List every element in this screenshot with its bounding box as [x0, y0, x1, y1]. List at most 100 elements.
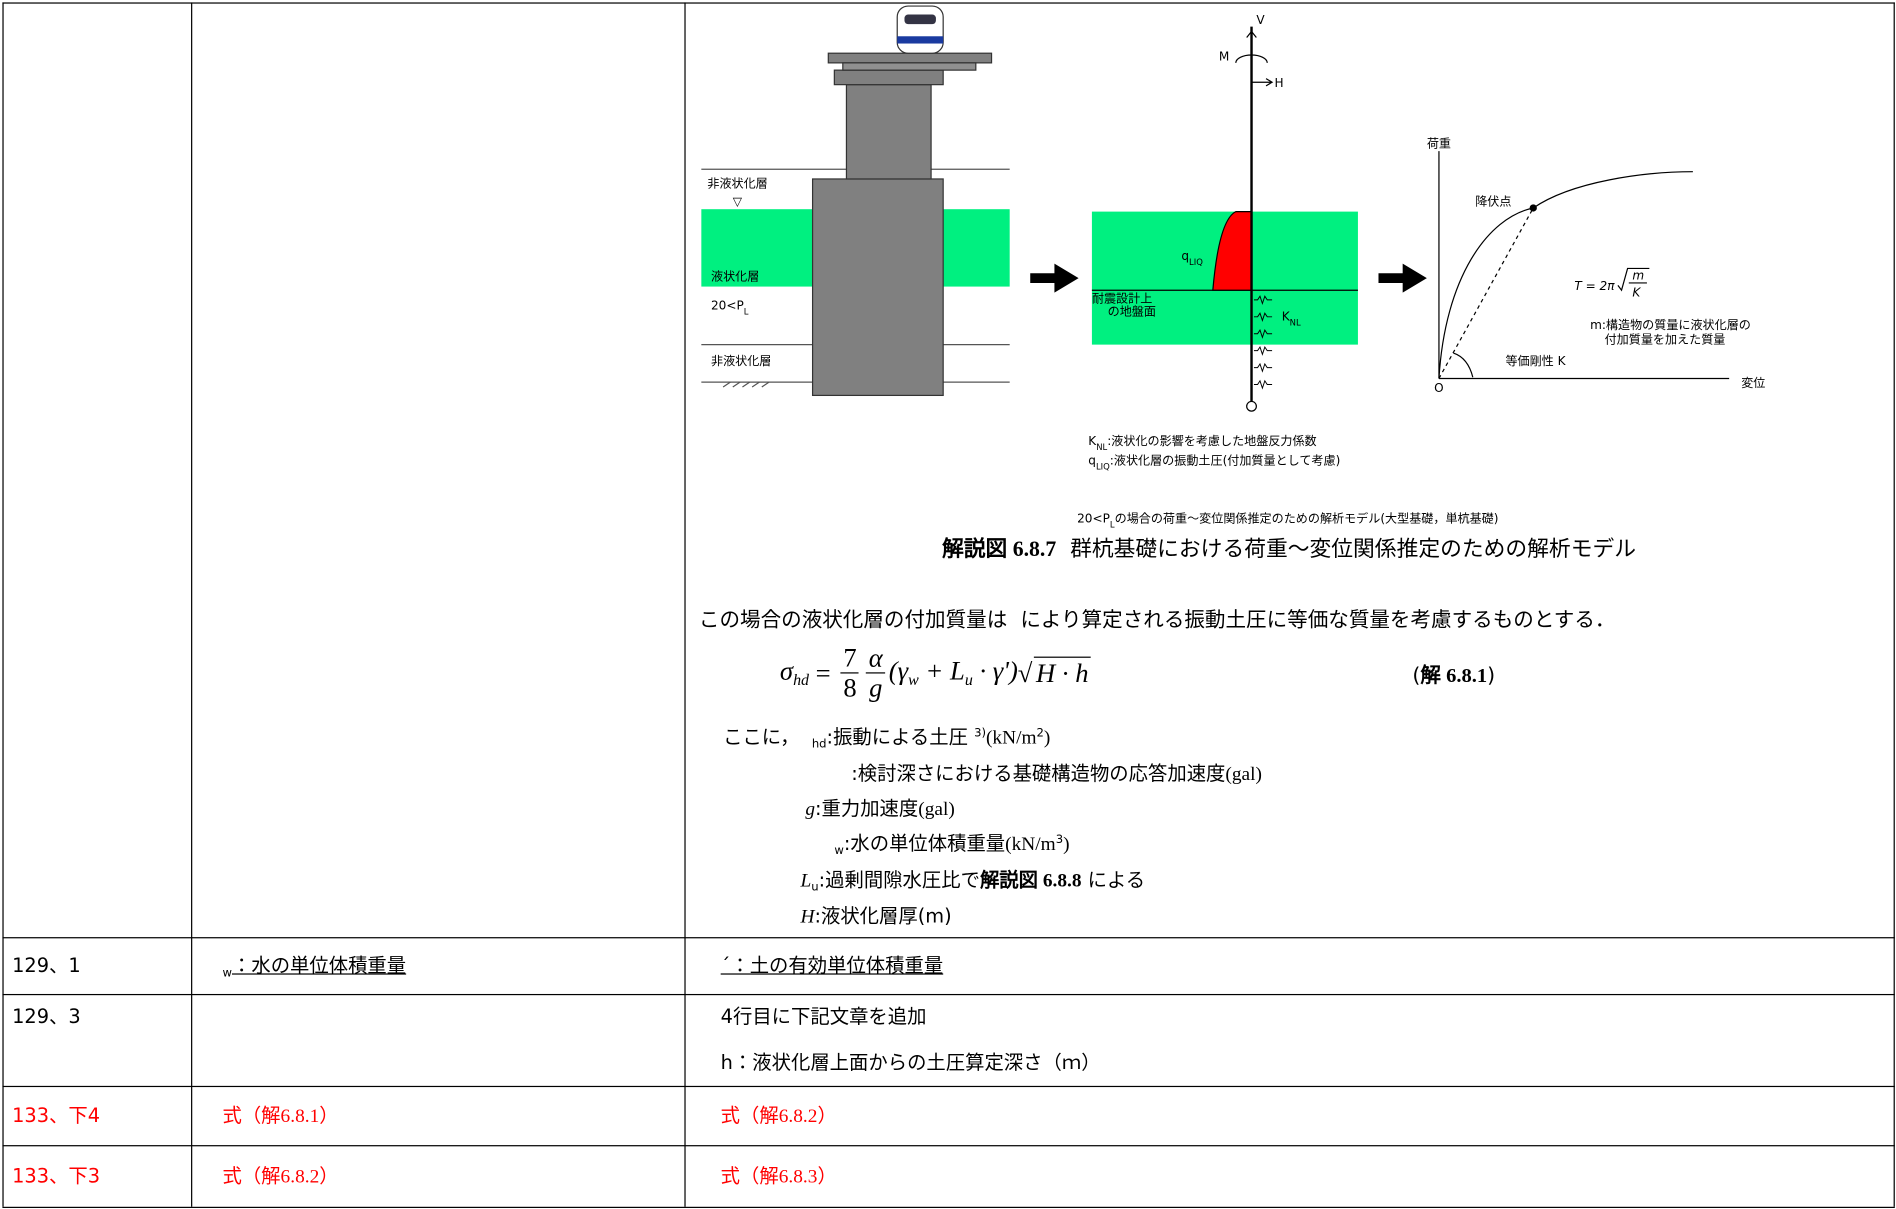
earth-pressure: [1212, 211, 1253, 291]
original-cell: 式（解6.8.1）: [222, 1093, 338, 1139]
deck: [842, 62, 977, 71]
location: 133、下4: [12, 1103, 101, 1127]
text-run: · γ'): [972, 655, 1018, 686]
spring: [1253, 362, 1273, 373]
text-run: 式（解: [222, 1103, 281, 1127]
border: [191, 2, 193, 1207]
figure-label: 非液状化層: [711, 354, 771, 368]
border: [2, 2, 1895, 4]
text-line: 式（解6.8.1）: [222, 1093, 338, 1139]
subscript: hd: [793, 670, 810, 689]
text-run: :液状化層の振動土圧(付加質量として考慮): [1110, 452, 1341, 467]
spring: [1253, 329, 1273, 339]
pier-cap: [833, 69, 944, 86]
location-cell: 129、1: [12, 943, 81, 989]
text-run: ）: [817, 1103, 837, 1127]
text-line: 式（解6.8.3）: [721, 1153, 837, 1199]
corrected-cell: 式（解6.8.2）: [721, 1093, 837, 1139]
text-run: 群杭基礎における荷重～変位関係推定のための解析モデル: [1056, 536, 1637, 563]
text-run: LIQ: [1096, 461, 1110, 471]
numerator: α: [866, 643, 886, 674]
text-run: (kN/m: [985, 727, 1037, 749]
text-run: ): [1487, 663, 1496, 689]
location-cell: 133、下4: [12, 1093, 100, 1139]
text-run: 6.8.1: [1440, 663, 1488, 687]
text-run: q: [1088, 453, 1096, 467]
text-run: 20<P: [1077, 511, 1110, 525]
border: [2, 2, 4, 1207]
text-run: 6.8.2: [280, 1166, 320, 1187]
figure-label: 付加質量を加えた質量: [1605, 331, 1726, 346]
corrected-cell: 4行目に下記文章を追加 h：液状化層上面からの土圧算定深さ（ｍ）: [721, 994, 1101, 1086]
symbol: =: [809, 657, 838, 688]
text-run: (: [1412, 663, 1421, 689]
train-window: [904, 14, 936, 25]
arrow: [1378, 263, 1427, 293]
text-run: (gal): [918, 799, 955, 820]
text-run: 式（解: [222, 1163, 281, 1187]
text-line: 式（解6.8.2）: [222, 1153, 338, 1199]
text-run: K: [1282, 309, 1291, 323]
arrow: [1030, 263, 1079, 293]
figure-label: M: [1219, 49, 1229, 63]
text-run: K: [1088, 434, 1097, 448]
radicand: H · h: [1033, 656, 1091, 690]
text-run: :検討深さにおける基礎構造物の応答加速度: [851, 761, 1226, 785]
text-run: h：液状化層上面からの土圧算定深さ（ｍ）: [720, 1050, 1101, 1074]
text-run: g: [805, 799, 816, 820]
pile-tip: [1246, 400, 1257, 412]
equation: σhd = 7 8 α g (γw + Lu · γ') √ H · h: [780, 643, 1091, 702]
text-run: hd: [811, 738, 827, 752]
border: [1893, 2, 1895, 1207]
figure-label: KNL:液状化の影響を考慮した地盤反力係数: [1088, 433, 1316, 452]
text-run: 3): [974, 727, 986, 741]
text-run: ）: [817, 1163, 837, 1187]
text-run: H: [800, 906, 815, 928]
location-cell: 129、3: [12, 994, 81, 1040]
location: 133、下3: [12, 1163, 101, 1187]
text-run: :重力加速度: [815, 796, 919, 820]
border: [2, 1145, 1895, 1147]
text-run: (kN/m: [1005, 834, 1056, 855]
text-run: q: [1181, 249, 1189, 263]
text-run: ）: [319, 1163, 339, 1187]
location-cell: 133、下3: [12, 1153, 100, 1199]
text-run: u: [811, 880, 819, 895]
definition: H:液状化層厚(m): [800, 900, 951, 929]
equation-label: (解 6.8.1): [1412, 658, 1495, 688]
figure-label: qLIQ:液状化層の振動土圧(付加質量として考慮): [1088, 452, 1340, 471]
corrected-cell: ´：土の有効単位体積重量: [721, 943, 944, 989]
text-run: 解説図: [979, 868, 1039, 892]
location: 129、1: [12, 953, 81, 977]
spring: [1253, 345, 1273, 356]
original-cell: w：水の単位体積重量: [222, 943, 406, 989]
text-run: w: [908, 670, 919, 689]
figure-label: H: [1274, 76, 1283, 90]
text-run: 6.8.3: [778, 1166, 818, 1187]
numerator: 7: [840, 643, 860, 674]
figure-label: 20<PL: [711, 299, 749, 317]
spring: [1253, 295, 1273, 306]
text-run: w: [834, 844, 844, 858]
text-run: L: [1110, 519, 1115, 529]
text-run: 解: [1420, 663, 1441, 689]
train-stripe: [897, 36, 944, 44]
definition: Lu:過剰間隙水圧比で解説図 6.8.8 による: [800, 863, 1145, 894]
figure-label: V: [1256, 13, 1265, 27]
text-run: LIQ: [1189, 257, 1203, 267]
text-run: :液状化層厚(m): [814, 904, 952, 928]
corrected-cell: 式（解6.8.3）: [721, 1153, 837, 1199]
figure-label: qLIQ: [1181, 249, 1203, 267]
figure-label: ▽: [733, 195, 743, 209]
denominator: g: [869, 672, 883, 703]
text-run: :振動による土圧: [826, 725, 975, 749]
definition: :検討深さにおける基礎構造物の応答加速度(gal): [851, 757, 1262, 786]
train: [896, 5, 944, 54]
figure-label: T = 2π: [1574, 279, 1615, 293]
text-line: w：水の単位体積重量: [222, 943, 406, 989]
text-run: (γ: [888, 655, 909, 686]
location: 129、3: [12, 1004, 81, 1028]
